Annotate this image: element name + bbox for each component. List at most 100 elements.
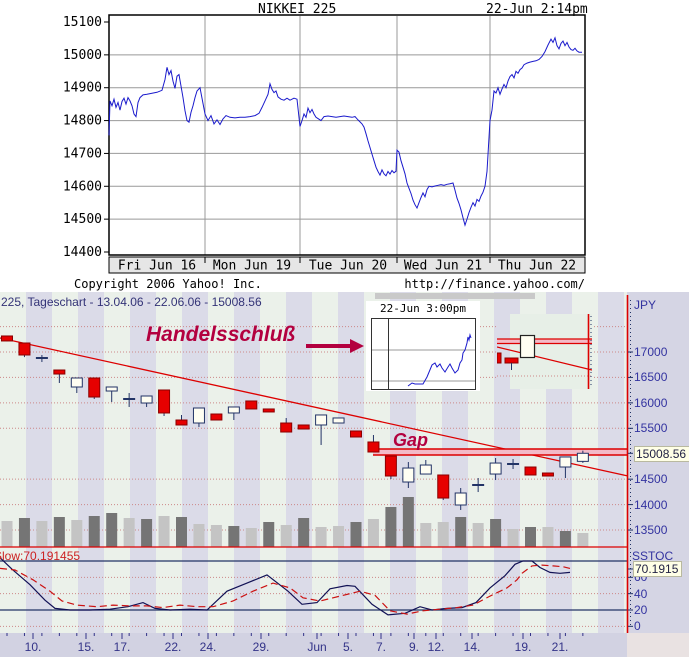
date-axis-label: 22. — [164, 640, 182, 654]
volume-bar — [298, 518, 310, 547]
y-tick-label: 14900 — [63, 81, 102, 96]
candle-body-down — [88, 377, 101, 398]
candle-body-up — [402, 467, 415, 483]
volume-bar — [472, 523, 484, 547]
date-band — [108, 256, 586, 274]
price-axis-label: 16000 — [634, 395, 668, 410]
volume-bar — [525, 527, 536, 547]
stoch-axis-label: 0 — [634, 619, 641, 634]
volume-bar — [333, 526, 345, 547]
volume-bar — [18, 518, 30, 547]
volume-bar — [210, 525, 222, 547]
date-axis-label: 19. — [514, 640, 532, 654]
day-label: Thu Jun 22 — [498, 259, 576, 274]
price-line — [108, 36, 582, 227]
candle-body-down — [367, 441, 380, 453]
volume-bar — [88, 516, 100, 547]
candle-body-down — [158, 389, 171, 414]
volume-bar — [106, 513, 118, 547]
inset-zoom-plot — [497, 314, 592, 389]
date-axis-label: 29. — [252, 640, 270, 654]
price-axis-label: 15008.56 — [634, 446, 689, 463]
volume-bar — [141, 519, 153, 547]
candle-body-up — [454, 492, 467, 506]
volume-bar — [350, 522, 362, 547]
y-tick-label: 14600 — [63, 179, 102, 194]
window-edge-bar — [375, 293, 535, 299]
intraday-plot: 15100 15000 14900 14800 14700 14600 14500 14400… — [63, 14, 586, 274]
annotation-arrow-head — [350, 339, 364, 353]
volume-bar — [437, 522, 449, 547]
copyright-text: Copyright 2006 Yahoo! Inc. — [74, 277, 262, 291]
candle-body-down — [297, 424, 310, 430]
volume-bar — [315, 527, 327, 547]
volume-bar — [176, 517, 187, 547]
volume-bar — [367, 519, 379, 547]
gap-annotation: Gap — [393, 430, 429, 450]
candle-body-down — [524, 466, 537, 476]
candle-body-down — [437, 474, 450, 499]
volume-bar — [123, 518, 135, 547]
candle-body-down — [18, 342, 31, 356]
candle-body-down — [384, 455, 397, 477]
inset-gap-zoom-chart — [497, 314, 592, 389]
price-axis-label: 14000 — [634, 497, 668, 512]
yahoo-intraday-chart: NIKKEI 225 22-Jun 2:14pm 15100 15000 14900… — [0, 0, 689, 292]
candle-body-up — [227, 406, 240, 414]
gap-band — [373, 448, 627, 456]
inset-candle-up — [519, 334, 536, 359]
candle-body-down — [175, 419, 188, 426]
candle-body-down — [245, 400, 258, 410]
candle-body-up — [315, 414, 328, 426]
inset-price-line — [407, 333, 472, 387]
candle-body-up — [332, 417, 345, 424]
price-axis-label: 13500 — [634, 523, 668, 538]
price-axis-label: 16500 — [634, 370, 668, 385]
volume-bar — [53, 517, 65, 547]
day-label: Wed Jun 21 — [404, 259, 482, 274]
volume-bar — [71, 520, 83, 547]
date-axis-label: 7. — [375, 640, 387, 654]
volume-bar — [490, 519, 502, 547]
chart-title: NIKKEI 225 — [258, 2, 337, 17]
volume-bar — [158, 516, 170, 547]
y-tick-label: 15000 — [63, 48, 102, 63]
volume-bar — [193, 524, 205, 547]
volume-bar — [577, 533, 589, 547]
currency-label: JPY — [634, 298, 657, 312]
inset-candle-down — [497, 352, 502, 364]
stoch-axis-label: 20 — [634, 603, 648, 617]
source-url[interactable]: http://finance.yahoo.com/ — [404, 277, 585, 291]
candle-body-up — [105, 386, 118, 392]
stoch-panel-label: SSTOC — [632, 549, 674, 564]
inset-candle-down — [504, 357, 519, 364]
date-axis-label: 9. — [408, 640, 420, 654]
volume-bar — [280, 525, 292, 547]
candle-body-down — [1, 335, 13, 342]
date-axis-label: Jun — [307, 640, 327, 654]
y-tick-label: 14700 — [63, 146, 102, 161]
day-label: Tue Jun 20 — [309, 259, 387, 274]
volume-bar — [559, 531, 571, 547]
candle-body-up — [140, 395, 153, 404]
date-axis-label: 14. — [463, 640, 481, 654]
date-axis-label: 5. — [342, 640, 354, 654]
volume-bar — [385, 507, 397, 547]
date-axis-label: 10. — [24, 640, 42, 654]
inset-trendline — [497, 346, 592, 371]
candle-body-up — [576, 452, 589, 462]
stoch-line-K — [0, 557, 571, 616]
volume-bar — [507, 529, 519, 547]
price-axis-label: 14500 — [634, 472, 668, 487]
volume-bar — [420, 523, 432, 547]
price-axis-label: 15500 — [634, 421, 668, 436]
inset-gap-band — [497, 339, 592, 344]
date-axis-label: 15. — [77, 640, 95, 654]
y-tick-label: 14500 — [63, 212, 102, 227]
handelsschluss-annotation: Handelsschluß — [146, 323, 296, 346]
volume-bar — [36, 521, 48, 547]
volume-bar — [228, 526, 240, 547]
candle-body-up — [419, 464, 432, 475]
daily-candlestick-chart: 225, Tageschart - 13.04.06 - 22.06.06 - … — [0, 292, 689, 657]
candle-body-down — [53, 369, 66, 375]
